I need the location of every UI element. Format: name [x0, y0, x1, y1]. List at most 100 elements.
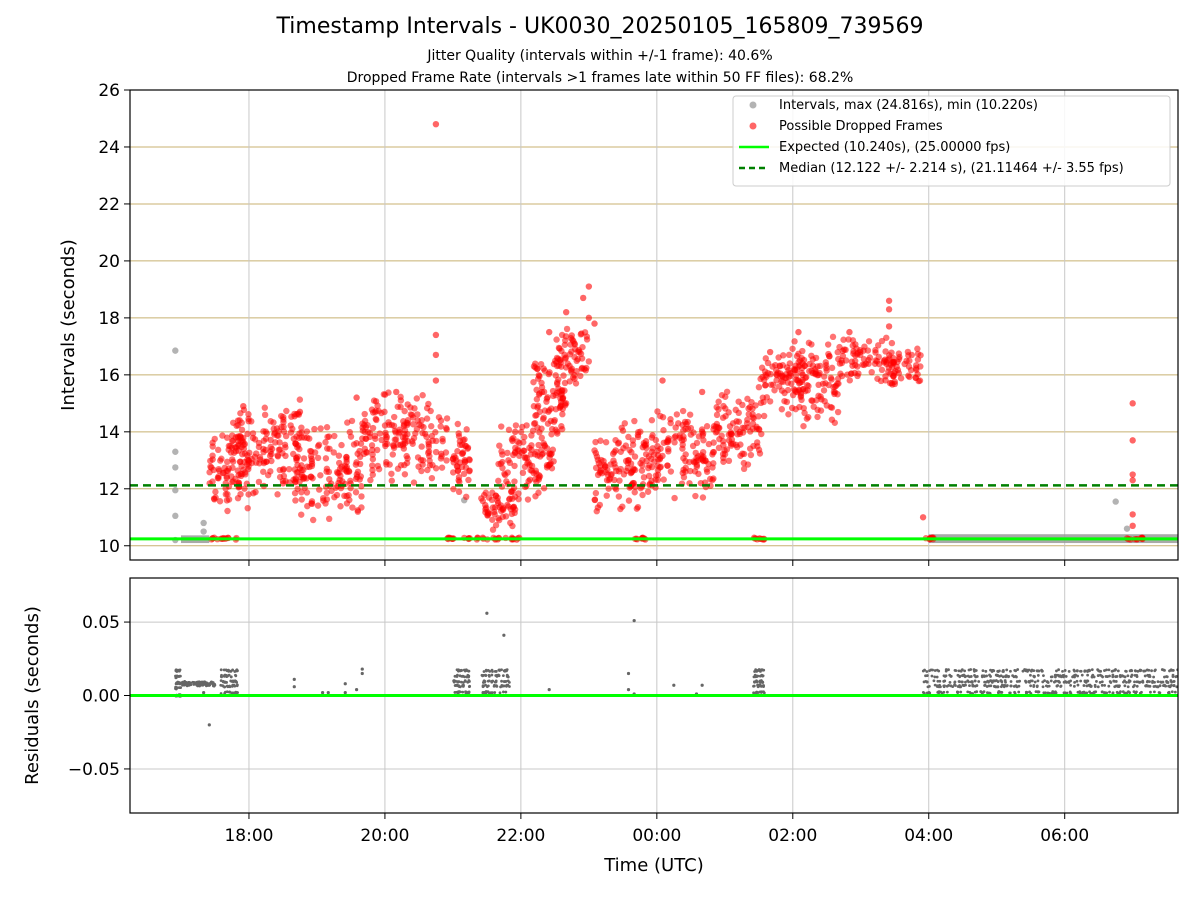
residual-point — [994, 685, 998, 689]
axes: 10 12 14 16 18 20 22 24 26 Intervals (seconds) 0.0… — [22, 81, 1179, 876]
dropped-frame-point — [854, 372, 861, 380]
dropped-frame-point — [253, 450, 260, 457]
dropped-frame-point — [718, 432, 725, 440]
dropped-frame-point — [634, 431, 642, 439]
dropped-frame-point — [1129, 511, 1136, 518]
dropped-frame-point — [813, 397, 820, 404]
dropped-frame-point — [710, 448, 718, 456]
dropped-frame-point — [667, 416, 674, 423]
dropped-frame-point — [207, 463, 214, 470]
residual-point — [485, 611, 489, 615]
residual-point — [953, 683, 956, 687]
residual-point — [1086, 673, 1090, 677]
residual-point — [1096, 674, 1100, 677]
dropped-frame-point — [256, 460, 263, 467]
dropped-frame-point — [306, 435, 313, 442]
dropped-frame-point — [323, 489, 330, 497]
residual-point — [497, 668, 501, 672]
dropped-frame-point — [849, 362, 856, 369]
residual-point — [997, 669, 1001, 673]
dropped-frame-point — [885, 306, 893, 313]
residual-point — [1014, 674, 1018, 678]
dropped-frame-point — [298, 496, 305, 503]
dropped-frame-point — [838, 372, 846, 380]
dropped-frame-point — [744, 395, 751, 403]
dropped-frame-point — [577, 372, 584, 380]
dropped-frame-point — [461, 436, 468, 443]
dropped-frame-point — [517, 428, 525, 436]
residual-point — [467, 669, 471, 673]
dropped-frame-point — [236, 417, 243, 424]
residual-point — [758, 668, 762, 672]
residual-point — [229, 679, 233, 683]
dropped-frame-point — [267, 468, 274, 475]
dropped-frame-point — [656, 464, 664, 471]
residual-point — [501, 674, 505, 677]
dropped-frame-point — [713, 411, 721, 419]
dropped-frame-point — [740, 465, 748, 473]
dropped-frame-point — [656, 456, 663, 463]
dropped-frame-point — [692, 492, 699, 500]
dropped-frame-point — [248, 418, 255, 425]
dropped-frame-point — [713, 428, 721, 435]
residual-point — [1001, 668, 1005, 672]
residual-point — [326, 690, 330, 695]
residual-point — [1147, 674, 1151, 678]
residual-point — [960, 668, 964, 672]
dropped-frame-point — [630, 479, 638, 487]
dropped-frame-point — [872, 346, 879, 354]
residual-point — [1095, 680, 1098, 683]
residual-point — [228, 690, 232, 694]
dropped-frame-point — [216, 498, 224, 505]
residual-point — [753, 670, 757, 673]
dropped-frame-point — [831, 419, 838, 426]
dropped-frame-point — [700, 437, 707, 444]
y-tick-label: 18 — [98, 309, 120, 329]
dropped-frame-point — [744, 416, 751, 423]
dropped-frame-point — [369, 451, 376, 458]
dropped-frame-point — [234, 494, 242, 502]
residual-point — [502, 680, 506, 683]
dropped-frame-point — [255, 439, 263, 447]
dropped-frame-point — [566, 378, 573, 385]
dropped-frame-point — [640, 474, 648, 481]
residual-point — [969, 668, 973, 671]
y-tick-label: 10 — [98, 537, 120, 557]
residual-point — [752, 684, 756, 688]
dropped-frame-point — [570, 337, 577, 345]
residual-point — [175, 674, 179, 678]
residual-point — [1076, 690, 1080, 694]
dropped-frame-point — [860, 356, 868, 363]
dropped-frame-point — [531, 419, 539, 427]
residual-point — [969, 675, 973, 678]
dropped-frame-point — [391, 427, 399, 435]
dropped-frame-point — [525, 477, 532, 485]
residual-point — [937, 669, 941, 673]
residual-point — [1119, 675, 1122, 679]
y-tick-label: 0.00 — [82, 687, 120, 707]
dropped-frame-point — [611, 460, 618, 467]
dropped-frame-point — [846, 328, 853, 336]
residual-point — [921, 690, 925, 694]
dropped-frame-point — [404, 431, 411, 438]
dropped-frame-point — [800, 404, 807, 412]
dropped-frame-point — [212, 488, 219, 496]
residual-point — [1104, 691, 1107, 695]
residual-point — [1112, 680, 1116, 683]
dropped-frame-point — [648, 417, 656, 424]
dropped-frame-point — [709, 476, 716, 484]
dropped-frame-point — [229, 437, 237, 444]
residual-point — [484, 690, 488, 693]
residual-point — [1098, 669, 1101, 673]
y-tick-label: 24 — [98, 138, 120, 158]
residual-point — [923, 668, 926, 672]
dropped-frame-point — [426, 462, 434, 469]
residual-point — [1144, 684, 1147, 688]
dropped-frame-point — [687, 467, 694, 475]
dropped-frame-point — [698, 388, 706, 396]
intervals-plot — [130, 90, 1178, 560]
residual-point — [1028, 690, 1031, 694]
dropped-frame-point — [552, 391, 559, 399]
dropped-frame-point — [763, 373, 770, 380]
dropped-frame-point — [536, 453, 544, 460]
